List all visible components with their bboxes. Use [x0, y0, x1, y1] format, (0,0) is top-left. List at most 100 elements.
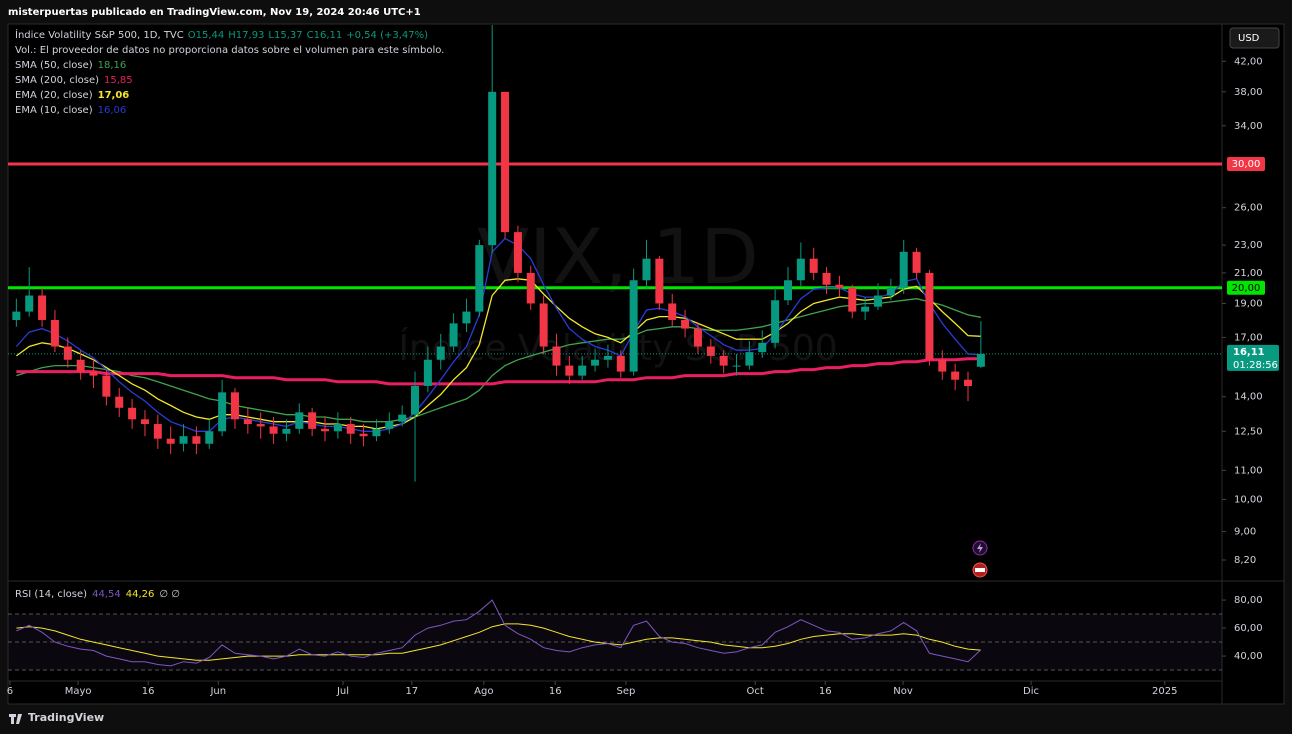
candle-body — [321, 428, 330, 432]
countdown-label: 01:28:56 — [1233, 360, 1278, 371]
ohlc-low: L15,37 — [268, 30, 302, 41]
moving-average-line — [16, 278, 981, 430]
candle-body — [398, 414, 407, 422]
candle-body — [745, 352, 754, 366]
candle-body — [333, 424, 342, 432]
event-icon-glyph — [977, 543, 983, 553]
candle-body — [822, 272, 831, 285]
candle-body — [102, 375, 111, 397]
ohlc-high: H17,93 — [228, 30, 264, 41]
level-badge — [1227, 157, 1265, 172]
candle-body — [89, 371, 98, 376]
y-tick-label: 14,00 — [1234, 392, 1263, 403]
legend-name: EMA (20, close) — [15, 90, 93, 101]
candle-body — [115, 396, 124, 408]
last-price-badge — [1227, 344, 1279, 371]
candle-body — [295, 412, 304, 429]
legend-name: SMA (50, close) — [15, 60, 93, 71]
candle-body — [128, 407, 137, 420]
event-icon-glyph — [975, 568, 985, 572]
level-label: 30,00 — [1232, 159, 1261, 170]
last-price-label: 16,11 — [1233, 347, 1265, 358]
rsi-pane — [8, 599, 1222, 671]
x-tick-label: 6 — [7, 686, 13, 697]
candle-body — [153, 424, 162, 439]
candle-body — [50, 319, 59, 347]
currency-label[interactable]: USD — [1238, 33, 1260, 44]
candle-body — [526, 272, 535, 304]
candle-body — [964, 379, 973, 386]
candle-body — [861, 306, 870, 312]
y-tick-label: 9,00 — [1234, 527, 1256, 538]
candle-body — [668, 303, 677, 320]
legend-title-row: Índice Volatility S&P 500, 1D, TVC O15,44… — [15, 28, 428, 41]
candle-body — [475, 245, 484, 312]
x-tick-label: 2025 — [1152, 686, 1177, 697]
x-tick-label: 17 — [405, 686, 418, 697]
candle-body — [796, 258, 805, 281]
footer-logo — [9, 714, 22, 724]
candle-body — [372, 428, 381, 437]
legend: Índice Volatility S&P 500, 1D, TVC O15,44… — [15, 28, 444, 600]
candle-body — [308, 412, 317, 429]
price-pane — [8, 25, 1222, 482]
candle-body — [243, 419, 252, 425]
candle-body — [63, 346, 72, 360]
candle-body — [25, 295, 34, 312]
candle-body — [642, 258, 651, 281]
x-tick-label: 16 — [819, 686, 832, 697]
candle-body — [411, 385, 420, 415]
candle-body — [693, 328, 702, 347]
legend-entry: EMA (10, close) 16,06 — [15, 105, 126, 116]
candle-body — [205, 431, 214, 444]
rsi-line — [16, 599, 982, 667]
candle-body — [12, 311, 21, 320]
candle-body — [140, 419, 149, 425]
candle-body — [873, 295, 882, 307]
currency-button[interactable] — [1229, 27, 1280, 49]
rsi-ma-value: 44,26 — [126, 589, 155, 600]
candle-body — [218, 392, 227, 432]
rsi-name: RSI (14, close) — [15, 589, 87, 600]
rsi-y-tick-label: 40,00 — [1234, 651, 1263, 662]
candle-body — [783, 280, 792, 301]
candle-body — [835, 284, 844, 288]
candle-body — [449, 323, 458, 347]
candle-body — [848, 287, 857, 312]
candle-body — [552, 346, 561, 366]
candle-body — [423, 359, 432, 386]
symbol-title: Índice Volatility S&P 500, 1D, TVC — [15, 28, 184, 41]
x-tick-label: Jul — [336, 686, 349, 697]
legend-entry: SMA (50, close) 18,16 — [15, 60, 126, 71]
y-tick-label: 10,00 — [1234, 494, 1263, 505]
candle-body — [282, 428, 291, 434]
candle-body — [732, 365, 741, 367]
legend-value: 15,85 — [104, 75, 133, 86]
footer-brand: TradingView — [28, 711, 104, 724]
candle-body — [938, 359, 947, 372]
candle-body — [655, 258, 664, 304]
x-tick-label: 16 — [142, 686, 155, 697]
candle-body — [385, 421, 394, 429]
y-tick-label: 38,00 — [1234, 87, 1263, 98]
candle-body — [976, 353, 985, 367]
candle-body — [758, 342, 767, 353]
x-tick-label: Ago — [474, 686, 493, 697]
candle-body — [462, 311, 471, 324]
candle-body — [565, 365, 574, 376]
candle-body — [230, 392, 239, 420]
level-badge — [1227, 280, 1265, 295]
watermark-symbol: VIX, 1D — [477, 212, 759, 301]
candle-body — [899, 251, 908, 288]
legend-name: EMA (10, close) — [15, 105, 93, 116]
candle-body — [886, 287, 895, 296]
candle-body — [591, 359, 600, 366]
candle-body — [76, 359, 85, 372]
ohlc-open: O15,44 — [188, 30, 225, 41]
candle-body — [603, 355, 612, 360]
x-tick-label: Jun — [209, 686, 226, 697]
candle-body — [192, 436, 201, 444]
y-tick-label: 19,00 — [1234, 298, 1263, 309]
